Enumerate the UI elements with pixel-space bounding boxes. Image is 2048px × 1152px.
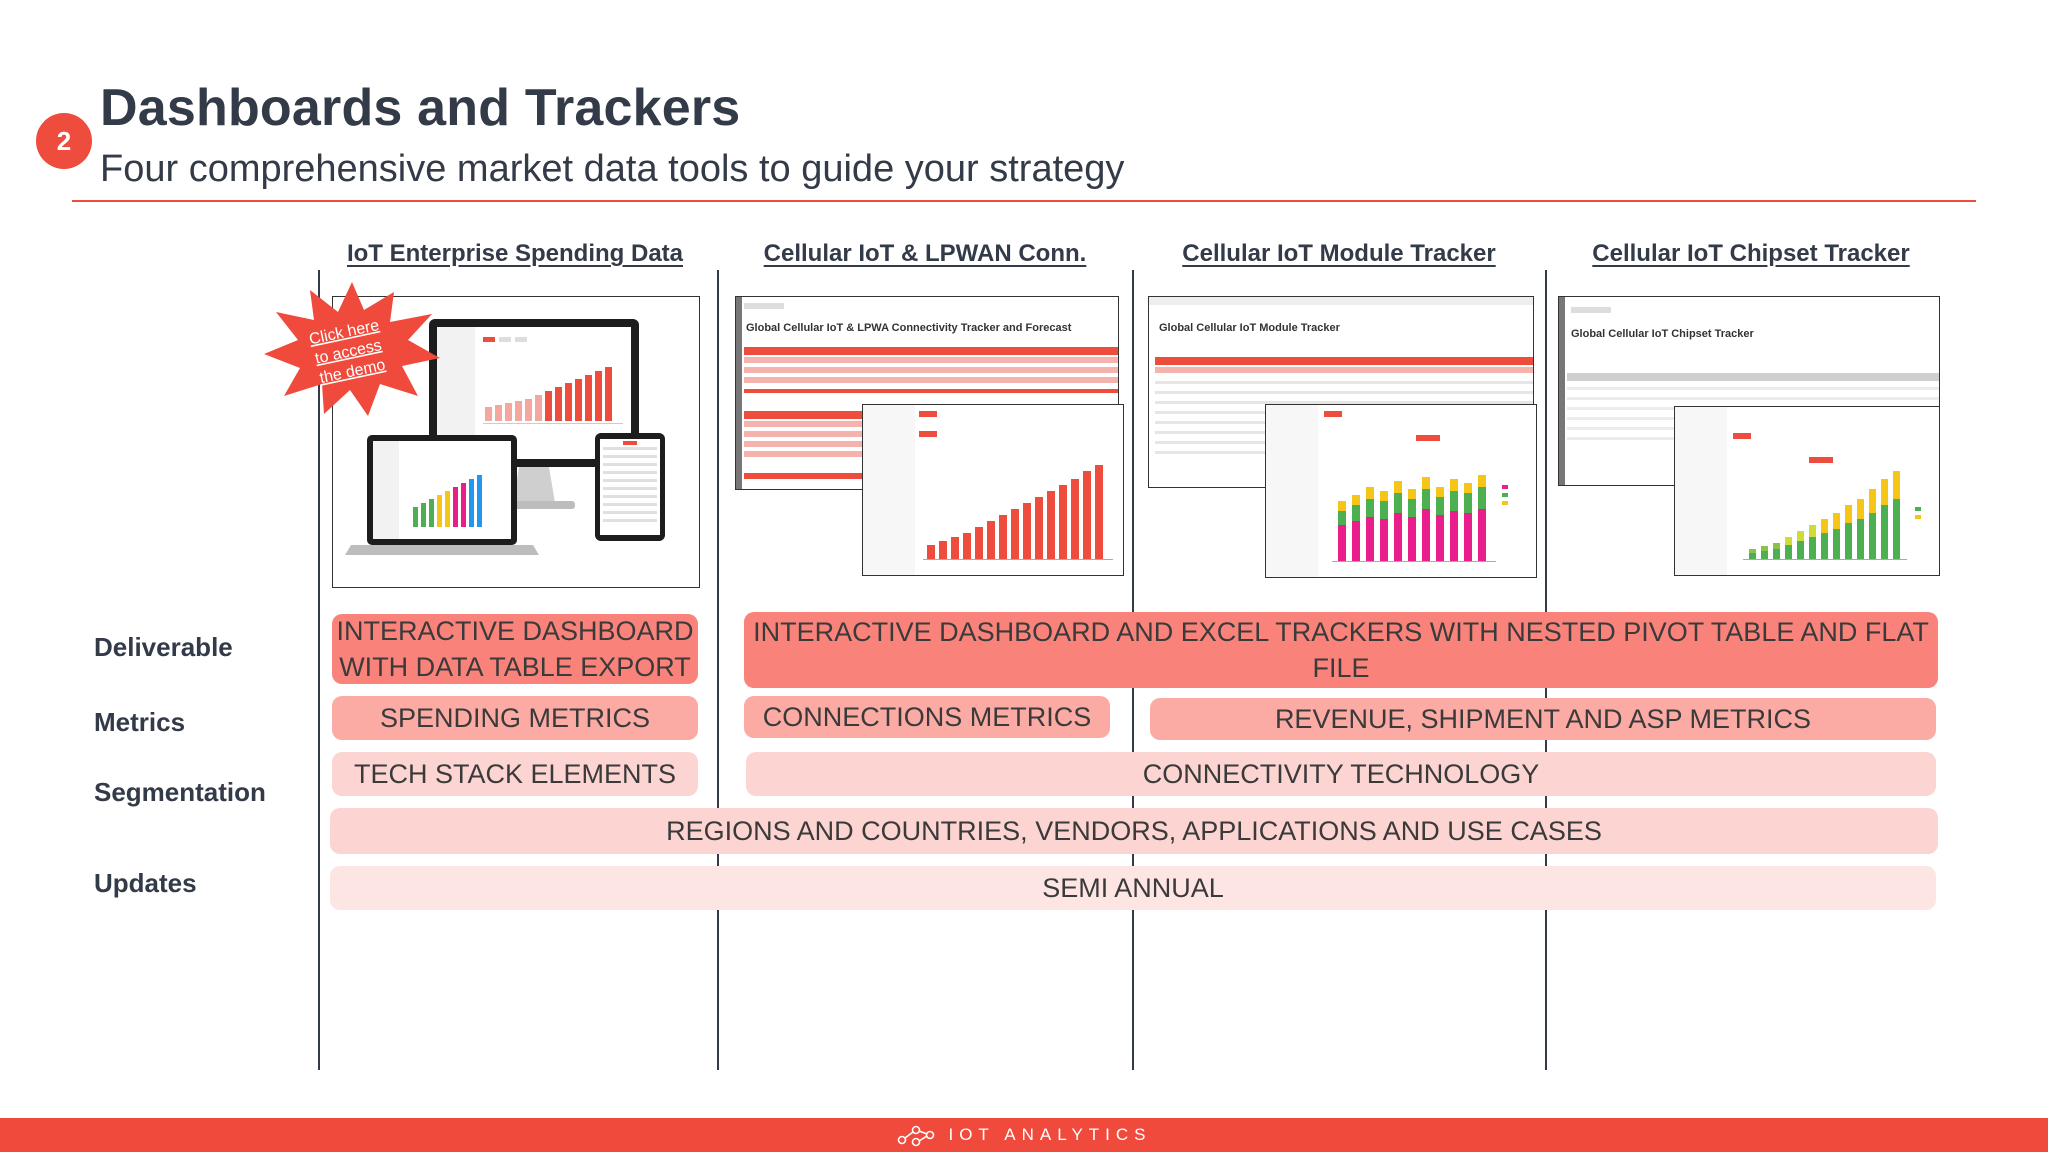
title-divider bbox=[72, 200, 1976, 202]
segmentation-connectivity-cell: CONNECTIVITY TECHNOLOGY bbox=[746, 752, 1936, 796]
segmentation-all-cell: REGIONS AND COUNTRIES, VENDORS, APPLICAT… bbox=[330, 808, 1938, 854]
column-divider bbox=[717, 270, 719, 1070]
page-subtitle: Four comprehensive market data tools to … bbox=[100, 148, 1125, 190]
module-dashboard-inset[interactable] bbox=[1265, 404, 1537, 578]
footer-bar: IOT ANALYTICS bbox=[0, 1118, 2048, 1152]
column-header-chipset[interactable]: Cellular IoT Chipset Tracker bbox=[1592, 240, 1910, 267]
connectivity-dashboard-inset[interactable] bbox=[862, 404, 1124, 576]
module-sheet-title: Global Cellular IoT Module Tracker bbox=[1159, 322, 1341, 334]
metrics-revenue-text: REVENUE, SHIPMENT AND ASP METRICS bbox=[1274, 704, 1812, 734]
column-header-spending[interactable]: IoT Enterprise Spending Data bbox=[346, 240, 684, 267]
connectivity-bar-chart-image bbox=[863, 405, 1113, 575]
demo-burst-button[interactable]: Click here to access the demo bbox=[262, 280, 442, 420]
deliverable-spending-line2: WITH DATA TABLE EXPORT bbox=[339, 652, 691, 682]
segmentation-spending-text: TECH STACK ELEMENTS bbox=[353, 759, 677, 789]
row-label-deliverable: Deliverable bbox=[94, 632, 233, 662]
metrics-revenue-cell: REVENUE, SHIPMENT AND ASP METRICS bbox=[1150, 698, 1936, 740]
deliverable-trackers-cell: INTERACTIVE DASHBOARD AND EXCEL TRACKERS… bbox=[744, 612, 1938, 688]
devices-mockup-image bbox=[345, 319, 665, 555]
segmentation-all-text: REGIONS AND COUNTRIES, VENDORS, APPLICAT… bbox=[666, 816, 1602, 846]
page-title: Dashboards and Trackers bbox=[100, 79, 741, 137]
metrics-connections-text: CONNECTIONS METRICS bbox=[762, 702, 1092, 732]
metrics-spending-text: SPENDING METRICS bbox=[379, 703, 651, 733]
segmentation-spending-cell: TECH STACK ELEMENTS bbox=[332, 752, 698, 796]
row-label-metrics: Metrics bbox=[94, 707, 186, 737]
iot-analytics-logo-icon bbox=[898, 1125, 935, 1147]
slide-number-badge: 2 bbox=[36, 113, 92, 169]
column-header-module[interactable]: Cellular IoT Module Tracker bbox=[1182, 240, 1496, 267]
deliverable-trackers-text: INTERACTIVE DASHBOARD AND EXCEL TRACKERS… bbox=[753, 617, 1929, 683]
segmentation-connectivity-text: CONNECTIVITY TECHNOLOGY bbox=[1142, 759, 1540, 789]
metrics-connections-cell: CONNECTIONS METRICS bbox=[744, 696, 1110, 738]
row-label-updates: Updates bbox=[94, 868, 197, 898]
chipset-stacked-chart-image bbox=[1675, 407, 1921, 575]
chipset-sheet-title: Global Cellular IoT Chipset Tracker bbox=[1571, 328, 1754, 340]
column-header-connectivity[interactable]: Cellular IoT & LPWAN Conn. bbox=[763, 240, 1087, 267]
row-label-segmentation: Segmentation bbox=[94, 777, 266, 807]
column-divider bbox=[318, 270, 320, 1070]
footer-brand: IOT ANALYTICS bbox=[948, 1125, 1152, 1144]
updates-text: SEMI ANNUAL bbox=[1042, 873, 1224, 903]
connectivity-sheet-title: Global Cellular IoT & LPWA Connectivity … bbox=[746, 322, 1072, 334]
chipset-dashboard-inset[interactable] bbox=[1674, 406, 1940, 576]
metrics-spending-cell: SPENDING METRICS bbox=[332, 696, 698, 740]
deliverable-spending-line1: INTERACTIVE DASHBOARD bbox=[336, 616, 694, 646]
module-stacked-chart-image bbox=[1266, 405, 1508, 577]
updates-cell: SEMI ANNUAL bbox=[330, 866, 1936, 910]
deliverable-spending-cell: INTERACTIVE DASHBOARD WITH DATA TABLE EX… bbox=[332, 614, 698, 684]
